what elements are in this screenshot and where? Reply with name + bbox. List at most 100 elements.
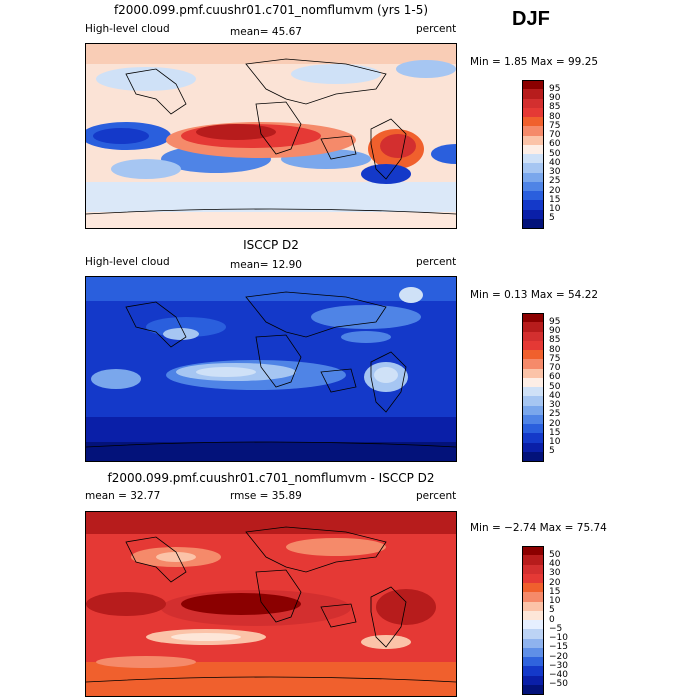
colorbar-label: 90: [549, 93, 561, 103]
colorbar-swatch: [522, 218, 544, 229]
colorbar-swatch: [522, 601, 544, 612]
panel-3-mean: mean = 32.77: [85, 490, 161, 502]
colorbar-label: −5: [549, 623, 563, 634]
colorbar-label: 5: [549, 605, 555, 616]
colorbar-label: 70: [549, 130, 561, 140]
colorbar-swatch: [522, 666, 544, 676]
colorbar-swatch: [522, 414, 544, 425]
colorbar-swatch: [522, 555, 544, 565]
colorbar-swatch: [522, 433, 544, 443]
colorbar-label: 60: [549, 372, 561, 383]
colorbar-label: 60: [549, 139, 561, 150]
colorbar-label: 40: [549, 559, 561, 569]
colorbar-swatch: [522, 89, 544, 99]
panel-2-units: percent: [416, 256, 457, 268]
colorbar-label: 85: [549, 335, 561, 346]
panel-2-colorbar: 95 90 85 80 75 70 60 50 40 30 25 20 15 10 5: [522, 313, 582, 462]
panel-2-map: [85, 276, 457, 462]
colorbar-label: 80: [549, 344, 561, 355]
colorbar-swatch: [522, 638, 544, 649]
panel-3-minmax: Min = −2.74 Max = 75.74: [470, 522, 607, 534]
colorbar-swatch: [522, 340, 544, 351]
colorbar-swatch: [522, 181, 544, 192]
colorbar-swatch: [522, 451, 544, 462]
panel-1-minmax: Min = 1.85 Max = 99.25: [470, 56, 599, 68]
colorbar-label: 80: [549, 111, 561, 122]
colorbar-swatch: [522, 675, 544, 686]
colorbar-swatch: [522, 377, 544, 388]
colorbar-swatch: [522, 684, 544, 695]
colorbar-label: 40: [549, 157, 561, 168]
colorbar-swatch: [522, 154, 544, 164]
colorbar-label: 10: [549, 204, 561, 214]
panel-2-map-field: [86, 277, 456, 461]
colorbar-label: 15: [549, 194, 561, 205]
colorbar-swatch: [522, 80, 544, 90]
colorbar-label: 30: [549, 400, 561, 410]
colorbar-label: 30: [549, 568, 561, 579]
colorbar-label: 25: [549, 409, 561, 420]
colorbar-swatch: [522, 629, 544, 639]
colorbar-label: 75: [549, 120, 561, 131]
colorbar-label: 50: [549, 381, 561, 392]
panel-1-title: f2000.099.pmf.cuushr01.c701_nomflumvm (y…: [113, 3, 429, 17]
panel-3-units: percent: [416, 490, 457, 502]
colorbar-label: 50: [549, 148, 561, 159]
colorbar-swatch: [522, 350, 544, 360]
panel-3-map-field: [86, 512, 456, 696]
colorbar-swatch: [522, 573, 544, 584]
colorbar-swatch: [522, 647, 544, 658]
colorbar-swatch: [522, 546, 544, 556]
colorbar-swatch: [522, 368, 544, 379]
panel-1-variable-label: High-level cloud: [85, 23, 170, 35]
colorbar-label: −40: [549, 670, 568, 680]
colorbar-label: 15: [549, 586, 561, 597]
colorbar-label: 95: [549, 83, 561, 94]
colorbar-swatch: [522, 620, 544, 630]
panel-3-title: f2000.099.pmf.cuushr01.c701_nomflumvm - …: [107, 471, 435, 485]
colorbar-swatch: [522, 592, 544, 602]
panel-1-map-field: [86, 44, 456, 228]
colorbar-label: −30: [549, 660, 568, 671]
colorbar-label: 30: [549, 167, 561, 177]
colorbar-label: 85: [549, 102, 561, 113]
panel-3-colorbar: 50 40 30 20 15 10 5 0 −5 −10 −15 −20 −30 −40 −50: [522, 546, 582, 695]
colorbar-swatch: [522, 117, 544, 127]
colorbar-label: 10: [549, 437, 561, 447]
panel-1-units: percent: [416, 23, 457, 35]
colorbar-label: 20: [549, 185, 561, 196]
colorbar-swatch: [522, 657, 544, 667]
colorbar-label: −50: [549, 679, 568, 690]
panel-1-map: [85, 43, 457, 229]
colorbar-label: 90: [549, 326, 561, 336]
colorbar-label: 10: [549, 596, 561, 606]
panel-1-colorbar: 95 90 85 80 75 70 60 50 40 30 25 20 15 10 5: [522, 80, 582, 229]
colorbar-swatch: [522, 583, 544, 593]
colorbar-label: 75: [549, 353, 561, 364]
colorbar-swatch: [522, 396, 544, 406]
panel-2-minmax: Min = 0.13 Max = 54.22: [470, 289, 599, 301]
colorbar-label: 20: [549, 577, 561, 588]
colorbar-swatch: [522, 200, 544, 210]
colorbar-label: 5: [549, 213, 555, 224]
colorbar-swatch: [522, 331, 544, 342]
panel-2-variable-label: High-level cloud: [85, 256, 170, 268]
colorbar-swatch: [522, 191, 544, 201]
colorbar-swatch: [522, 387, 544, 397]
colorbar-swatch: [522, 209, 544, 220]
colorbar-swatch: [522, 424, 544, 434]
panel-2-title: ISCCP D2: [243, 238, 299, 252]
colorbar-label: 20: [549, 418, 561, 429]
colorbar-swatch: [522, 322, 544, 332]
colorbar-swatch: [522, 144, 544, 155]
panel-3-map: [85, 511, 457, 697]
colorbar-swatch: [522, 135, 544, 146]
colorbar-label: 40: [549, 390, 561, 401]
colorbar-swatch: [522, 610, 544, 621]
colorbar-label: 0: [549, 614, 555, 625]
panel-3-rmse: rmse = 35.89: [230, 490, 302, 502]
colorbar-swatch: [522, 405, 544, 416]
colorbar-swatch: [522, 442, 544, 453]
colorbar-swatch: [522, 172, 544, 183]
colorbar-swatch: [522, 564, 544, 575]
